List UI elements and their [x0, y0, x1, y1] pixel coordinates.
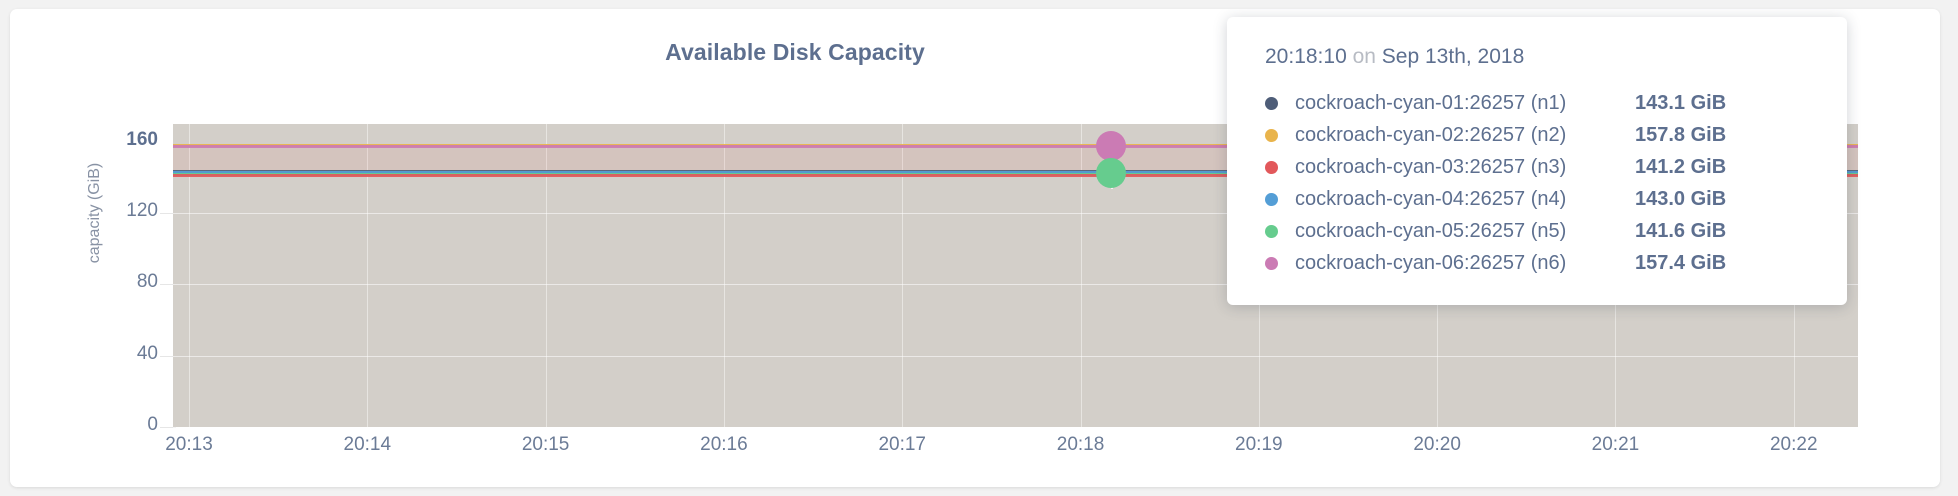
- horizontal-gridline: [173, 213, 1858, 215]
- series-line-n3: [173, 173, 1858, 177]
- hover-tooltip: 20:18:10 on Sep 13th, 2018 cockroach-cya…: [1227, 17, 1847, 305]
- horizontal-gridline: [173, 284, 1858, 286]
- tooltip-series-value: 157.8 GiB: [1635, 123, 1727, 146]
- series-color-dot: [1265, 224, 1278, 238]
- x-tick-label: 20:22: [1769, 434, 1818, 455]
- x-tick-label: 20:16: [700, 434, 748, 455]
- x-tick-label: 20:17: [878, 434, 926, 455]
- page-title: Available Disk Capacity: [10, 39, 1940, 66]
- tooltip-series-label: cockroach-cyan-01:26257 (n1): [1295, 91, 1567, 114]
- chart-card: Available Disk Capacity capacity (GiB) 1…: [10, 9, 1940, 487]
- tooltip-series-label: cockroach-cyan-04:26257 (n4): [1295, 187, 1567, 210]
- series-color-dot: [1265, 160, 1278, 174]
- tooltip-series-value: 143.1 GiB: [1635, 91, 1727, 114]
- y-tick-label: 40: [136, 342, 158, 364]
- x-tick-label: 20:21: [1591, 434, 1640, 455]
- tooltip-row: cockroach-cyan-01:26257 (n1) 143.1 GiB: [1265, 87, 1811, 119]
- tooltip-date: Sep 13th, 2018: [1381, 45, 1525, 68]
- x-tick-label: 20:18: [1056, 434, 1105, 455]
- y-tick-label: 0: [147, 414, 158, 435]
- tooltip-series-value: 143.0 GiB: [1635, 187, 1727, 210]
- tooltip-series-value: 157.4 GiB: [1635, 251, 1727, 274]
- tooltip-row: cockroach-cyan-04:26257 (n4) 143.0 GiB: [1265, 183, 1811, 215]
- vertical-gridline: [723, 124, 725, 427]
- vertical-gridline: [367, 124, 369, 427]
- x-tick-label: 20:13: [165, 434, 213, 455]
- tooltip-row: cockroach-cyan-02:26257 (n2) 157.8 GiB: [1265, 119, 1811, 151]
- tooltip-time: 20:18:10: [1265, 45, 1347, 68]
- tooltip-row-list: cockroach-cyan-01:26257 (n1) 143.1 GiB coc…: [1265, 87, 1811, 279]
- y-tick-label: 80: [136, 271, 158, 293]
- vertical-gridline: [545, 124, 547, 427]
- vertical-gridline: [1080, 124, 1082, 427]
- x-tick-label: 20:15: [521, 434, 570, 455]
- series-color-dot: [1265, 128, 1278, 142]
- tooltip-series-label: cockroach-cyan-02:26257 (n2): [1295, 123, 1567, 146]
- x-tick-label: 20:19: [1235, 434, 1283, 455]
- tooltip-row: cockroach-cyan-03:26257 (n3) 141.2 GiB: [1265, 151, 1811, 183]
- y-tick-mark: [160, 355, 176, 357]
- vertical-gridline: [902, 124, 904, 427]
- tooltip-series-label: cockroach-cyan-05:26257 (n5): [1295, 219, 1567, 242]
- chart-title-text: Available Disk Capacity: [665, 39, 925, 65]
- tooltip-series-value: 141.2 GiB: [1635, 155, 1727, 178]
- y-tick-mark: [160, 427, 176, 428]
- hover-data-point: [1095, 131, 1126, 162]
- y-tick-label: 120: [126, 200, 158, 222]
- hover-data-point: [1095, 158, 1126, 189]
- tooltip-row: cockroach-cyan-06:26257 (n6) 157.4 GiB: [1265, 247, 1811, 279]
- tooltip-row: cockroach-cyan-05:26257 (n5) 141.6 GiB: [1265, 215, 1811, 247]
- y-tick-mark: [160, 284, 176, 286]
- horizontal-gridline: [173, 427, 1858, 428]
- horizontal-gridline: [173, 355, 1858, 357]
- vertical-gridline: [189, 124, 190, 427]
- tooltip-series-label: cockroach-cyan-06:26257 (n6): [1295, 251, 1567, 274]
- y-tick-label: 160: [126, 128, 158, 150]
- series-line-n6: [173, 144, 1858, 148]
- x-tick-label: 20:14: [343, 434, 392, 455]
- series-color-dot: [1265, 96, 1278, 110]
- tooltip-series-label: cockroach-cyan-03:26257 (n3): [1295, 155, 1567, 178]
- tooltip-on-word: on: [1352, 45, 1376, 68]
- x-tick-label: 20:20: [1413, 434, 1461, 455]
- series-color-dot: [1265, 256, 1278, 270]
- y-tick-mark: [160, 213, 176, 215]
- series-line-n4: [173, 170, 1858, 174]
- tooltip-series-value: 141.6 GiB: [1635, 219, 1727, 242]
- tooltip-header: 20:18:10 on Sep 13th, 2018: [1265, 45, 1811, 69]
- series-color-dot: [1265, 192, 1278, 206]
